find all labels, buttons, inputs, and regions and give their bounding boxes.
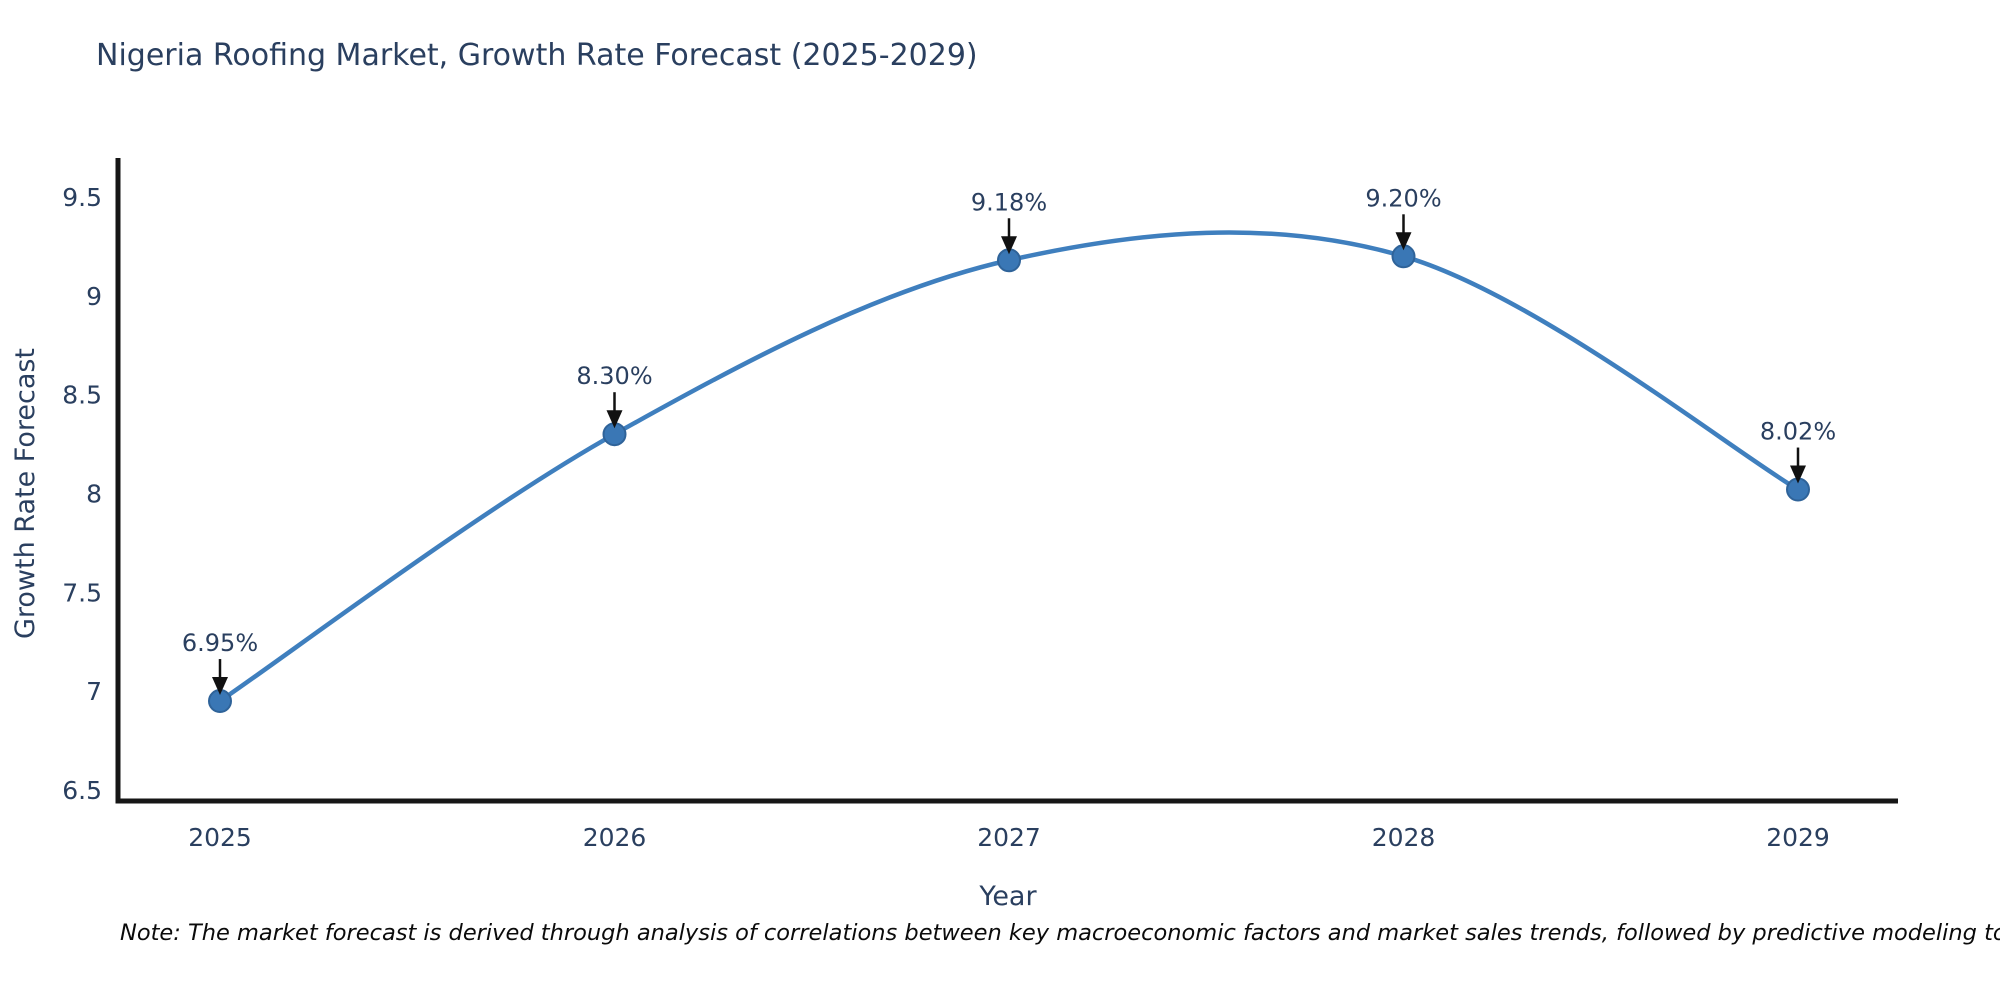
annotation-arrowhead-icon	[1395, 232, 1412, 251]
annotation-arrowhead-icon	[212, 677, 228, 696]
x-axis-title: Year	[978, 881, 1037, 912]
point-label: 9.18%	[971, 188, 1047, 216]
y-tick-label: 9.5	[62, 183, 102, 212]
point-annotation: 9.18%	[971, 188, 1047, 255]
y-axis-title: Growth Rate Forecast	[10, 348, 41, 639]
point-label: 8.02%	[1760, 418, 1836, 446]
annotation-arrowhead-icon	[1001, 236, 1017, 255]
point-label: 9.20%	[1365, 184, 1441, 212]
trend-line	[218, 230, 1800, 703]
point-label: 8.30%	[576, 362, 652, 390]
point-annotation: 6.95%	[182, 629, 258, 696]
y-tick-label: 9	[86, 282, 102, 311]
footnote: Note: The market forecast is derived thr…	[120, 920, 2000, 946]
y-tick-label: 8	[86, 480, 102, 509]
x-tick-label: 2025	[188, 823, 252, 852]
point-annotation: 9.20%	[1365, 184, 1442, 251]
y-tick-label: 7	[86, 677, 102, 706]
x-tick-label: 2026	[583, 823, 647, 852]
y-tick-label: 6.5	[62, 776, 102, 805]
y-tick-label: 7.5	[62, 578, 102, 607]
chart-title: Nigeria Roofing Market, Growth Rate Fore…	[96, 38, 978, 73]
x-tick-label: 2029	[1766, 823, 1830, 852]
y-tick-label: 8.5	[62, 381, 102, 410]
x-tick-label: 2027	[977, 823, 1041, 852]
annotation-arrowhead-icon	[1790, 465, 1806, 484]
annotation-arrowhead-icon	[606, 410, 623, 429]
point-annotation: 8.02%	[1760, 418, 1836, 484]
x-tick-label: 2028	[1372, 823, 1436, 852]
point-label: 6.95%	[182, 629, 258, 657]
point-annotation: 8.30%	[576, 362, 653, 429]
